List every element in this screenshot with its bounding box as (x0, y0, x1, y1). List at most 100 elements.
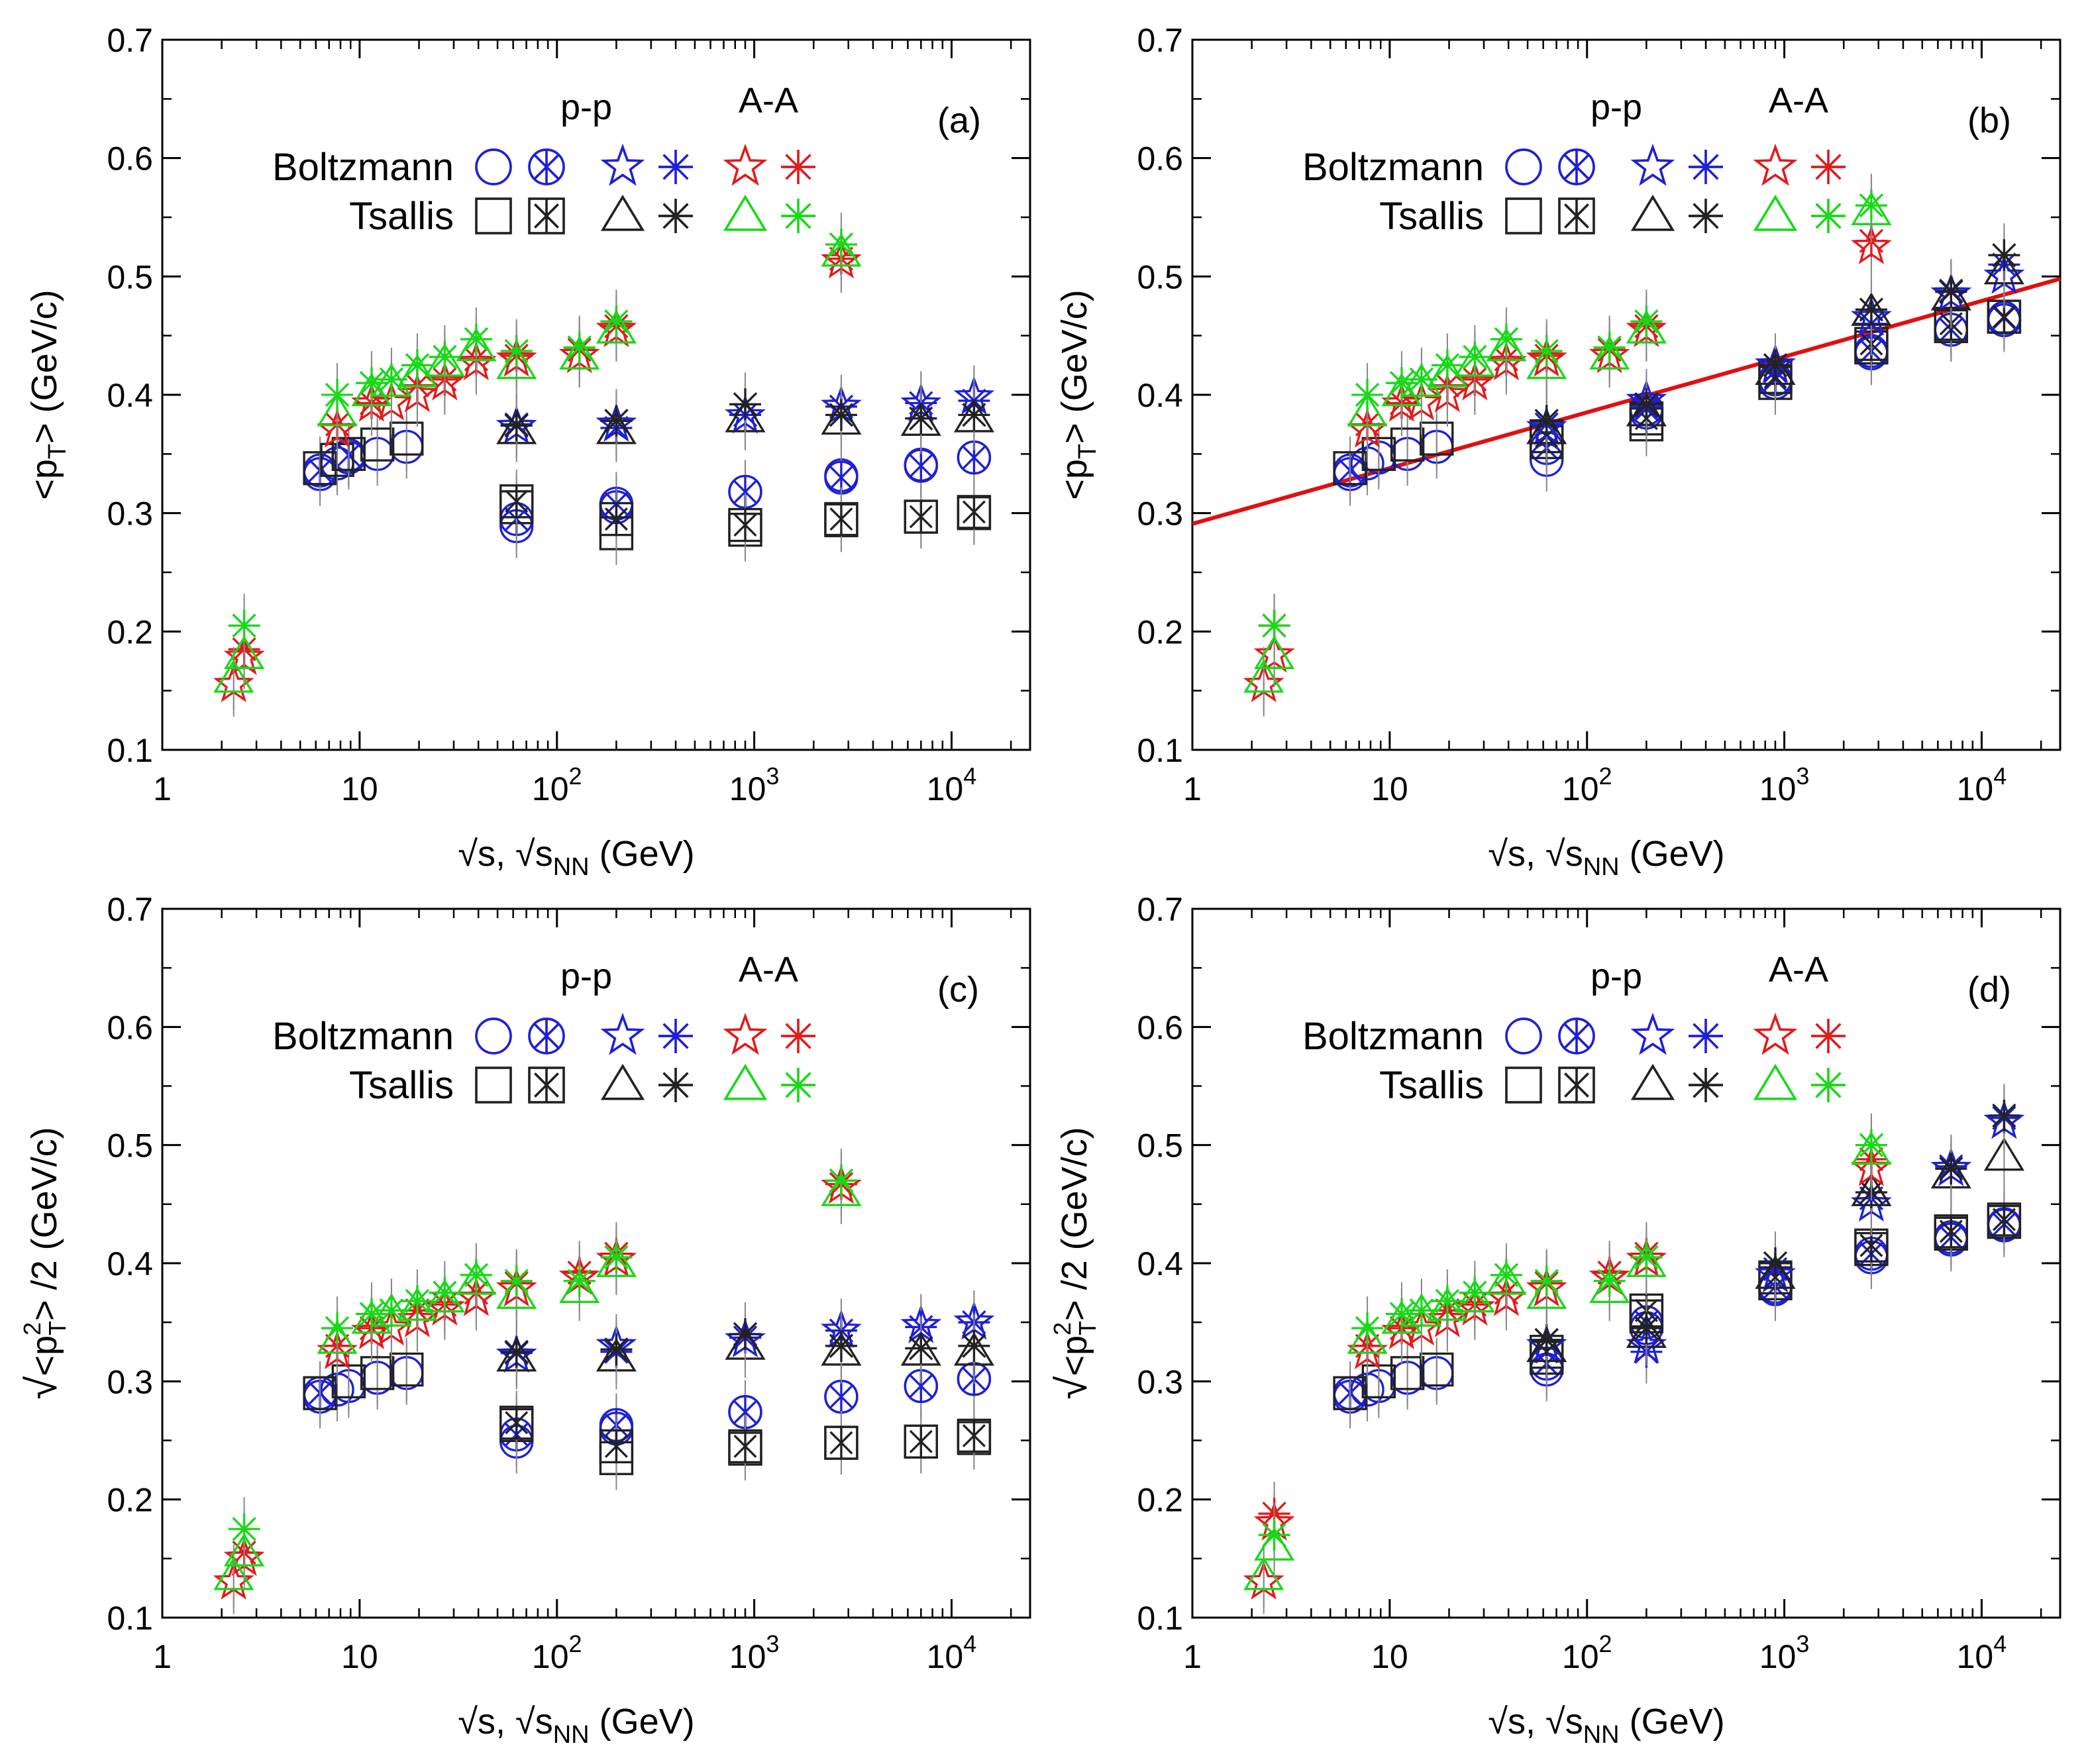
legend-marker-triangle-green (1753, 1063, 1798, 1100)
legend-marker-circle-blue (475, 1017, 512, 1055)
legend-marker-xcircle-blue (1558, 1017, 1595, 1055)
data-point (1530, 1323, 1563, 1356)
x-label-main: s, (1508, 834, 1545, 874)
data-point (1333, 1376, 1367, 1410)
data-point (429, 1276, 461, 1309)
legend-label-boltzmann: Boltzmann (1302, 146, 1484, 189)
x-tick-label: 104 (1957, 762, 2007, 807)
data-point (958, 399, 990, 431)
x-label-unit: (GeV) (590, 1702, 695, 1741)
y-tick-label: 0.6 (107, 140, 153, 178)
y-label-sub: T (44, 444, 72, 459)
data-point (825, 1165, 857, 1197)
x-tick-exponent: 3 (766, 762, 779, 790)
x-label-sub: NN (553, 1721, 590, 1749)
data-point (1759, 349, 1791, 382)
data-point (1420, 421, 1454, 456)
sqrt-sign: √ (458, 834, 478, 874)
y-axis: 0.1 0.2 0.3 0.4 0.5 0.6 0.7 (107, 22, 1030, 769)
panel-a: 0.10.20.30.40.50.60.71 10 102 103 104√s, √sN… (25, 22, 1031, 881)
legend-label-tsallis: Tsallis (1379, 195, 1484, 238)
y-axis: 0.1 0.2 0.3 0.4 0.5 0.6 0.7 (107, 891, 1030, 1637)
legend-header-aa: A-A (1769, 81, 1828, 121)
sqrt-sign: √ (515, 1702, 535, 1741)
legend-marker-star-red (1753, 143, 1798, 186)
legend-marker-asterisk-green (1811, 199, 1846, 233)
x-tick-base: 10 (729, 770, 766, 807)
x-axis-label: √s, √sNN (GeV) (1488, 1702, 1724, 1749)
y-label-sub: T (1074, 1321, 1101, 1335)
data-point (1385, 367, 1418, 399)
data-point (957, 1418, 992, 1453)
x-axis-title: √s, √sNN (GeV) (458, 834, 694, 881)
sqrt-sign: √ (458, 1702, 478, 1741)
y-tick-label: 0.1 (1137, 732, 1183, 769)
legend-marker-circle-blue (475, 148, 512, 185)
x-tick-label: 102 (1562, 762, 1612, 807)
data-point (824, 1379, 859, 1414)
x-tick-label: 10 (1371, 770, 1408, 807)
series-red-asterisk (1258, 1127, 1887, 1546)
y-tick-label: 0.7 (1137, 22, 1183, 59)
data-point (1593, 331, 1626, 364)
panel-label: (d) (1967, 970, 2011, 1010)
x-tick-label: 103 (1759, 762, 1810, 807)
legend-marker-star-blue (1630, 143, 1675, 186)
y-tick-label: 0.2 (1137, 613, 1183, 650)
legend-label-tsallis: Tsallis (349, 1064, 454, 1107)
x-tick-base: 10 (1957, 1638, 1994, 1675)
x-label-nn: s (535, 834, 553, 874)
legend-header-pp: p-p (1591, 87, 1642, 127)
data-point (1405, 1294, 1437, 1327)
legend-header-pp: p-p (560, 87, 612, 127)
x-tick-exponent: 2 (1599, 762, 1612, 790)
legend-marker-triangle-black (1630, 1063, 1675, 1100)
data-points (213, 213, 995, 717)
series-green-triangle (213, 221, 862, 711)
legend-marker-xsquare-black (1558, 1066, 1595, 1104)
panel-label: (b) (1967, 101, 2011, 140)
legend-marker-triangle-black (1630, 194, 1675, 231)
legend-marker-asterisk-blue (658, 150, 693, 184)
x-axis: 1 10 102 103 104 (1183, 909, 2042, 1675)
x-tick-base: 10 (532, 770, 569, 807)
legend-marker-asterisk-black (1689, 1068, 1723, 1102)
data-point (500, 409, 533, 442)
x-tick-base: 1 (153, 770, 172, 807)
legend-marker-circle-blue (1505, 148, 1542, 185)
data-point (1530, 405, 1563, 437)
legend-label-tsallis: Tsallis (1379, 1064, 1484, 1107)
series-green-asterisk (228, 213, 857, 658)
sqrt-sign: √ (1545, 1702, 1565, 1741)
data-point (213, 1556, 254, 1590)
x-tick-label: 104 (1957, 1630, 2007, 1675)
x-tick-base: 1 (1183, 1638, 1202, 1675)
data-point (1243, 659, 1284, 693)
x-tick-base: 10 (1562, 770, 1599, 807)
y-axis-label: √<p2T> /2 (GeV/c) (1048, 1127, 1101, 1399)
data-point (729, 388, 761, 421)
y-tick-label: 0.3 (107, 495, 153, 533)
data-point (563, 331, 596, 364)
sqrt-sign: √ (1488, 834, 1508, 874)
legend-header-pp: p-p (560, 957, 612, 996)
legend-marker-asterisk-red (1811, 150, 1846, 184)
data-point (1935, 276, 1967, 308)
x-tick-exponent: 3 (1796, 762, 1809, 790)
data-points (213, 1149, 995, 1614)
data-point (1258, 1519, 1290, 1551)
y-label-sub: T (1074, 444, 1102, 459)
data-point (303, 451, 337, 486)
data-point (228, 1513, 260, 1545)
x-tick-label: 103 (729, 1630, 780, 1675)
legend-marker-triangle-green (723, 1063, 768, 1100)
x-tick-label: 1 (153, 1638, 172, 1675)
data-point (904, 1424, 939, 1459)
x-tick-base: 10 (532, 1638, 569, 1675)
data-points (1243, 1084, 2025, 1614)
series-black-xsquare (499, 1390, 992, 1479)
legend-marker-xcircle-blue (528, 148, 565, 185)
data-point (1361, 437, 1396, 472)
x-tick-label: 1 (153, 770, 172, 807)
fit-line (1192, 277, 2061, 526)
